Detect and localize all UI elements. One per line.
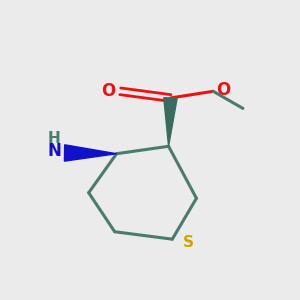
Text: H: H (48, 131, 61, 146)
Polygon shape (64, 145, 117, 161)
Text: O: O (216, 81, 230, 99)
Text: N: N (47, 142, 61, 160)
Polygon shape (164, 98, 177, 146)
Text: O: O (101, 82, 116, 100)
Text: S: S (182, 236, 194, 250)
